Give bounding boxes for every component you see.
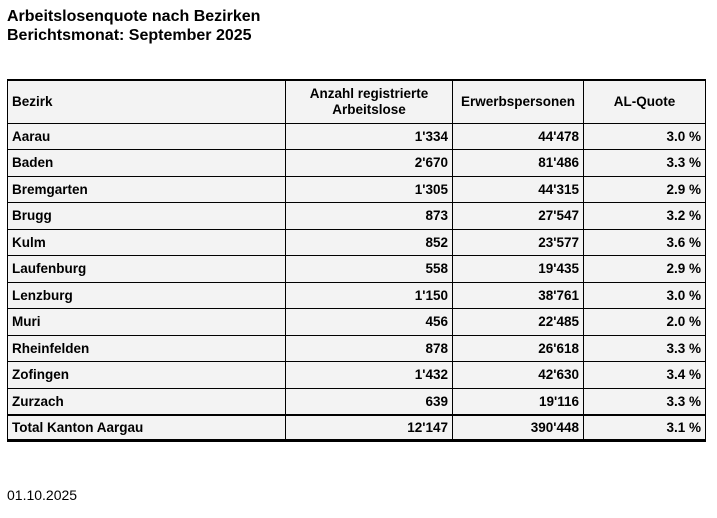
erwerbspersonen-cell: 27'547 — [452, 202, 584, 230]
erwerbspersonen-cell: 23'577 — [452, 228, 584, 256]
erwerbspersonen-cell: 19'116 — [452, 387, 584, 415]
quote-cell: 3.3 % — [583, 387, 706, 415]
arbeitslose-cell: 456 — [285, 308, 453, 336]
page-title-line1: Arbeitslosenquote nach Bezirken — [7, 8, 261, 25]
page-title: Arbeitslosenquote nach Bezirken Berichts… — [7, 7, 260, 45]
arbeitslose-cell: 639 — [285, 387, 453, 415]
erwerbspersonen-cell: 42'630 — [452, 361, 584, 389]
column-header-bezirk: Bezirk — [7, 79, 286, 124]
table-row: Brugg 873 27'547 3.2 % — [7, 202, 706, 230]
column-header-erwerbspersonen: Erwerbspersonen — [452, 79, 584, 124]
quote-cell: 3.3 % — [583, 334, 706, 362]
arbeitslose-cell: 1'305 — [285, 175, 453, 203]
erwerbspersonen-cell: 26'618 — [452, 334, 584, 362]
erwerbspersonen-cell: 38'761 — [452, 281, 584, 309]
bezirk-cell: Muri — [7, 308, 286, 336]
quote-cell: 3.2 % — [583, 202, 706, 230]
total-arbeitslose-cell: 12'147 — [285, 413, 453, 441]
column-header-al-quote: AL-Quote — [583, 79, 706, 124]
report-date: 01.10.2025 — [7, 487, 78, 503]
table-row: Baden 2'670 81'486 3.3 % — [7, 149, 706, 177]
total-label-cell: Total Kanton Aargau — [7, 413, 286, 441]
quote-cell: 3.3 % — [583, 149, 706, 177]
quote-cell: 3.0 % — [583, 281, 706, 309]
column-header-arbeitslose: Anzahl registrierte Arbeitslose — [285, 79, 453, 124]
arbeitslose-cell: 558 — [285, 255, 453, 283]
bezirk-cell: Aarau — [7, 122, 286, 150]
total-quote-cell: 3.1 % — [583, 413, 706, 441]
total-row: Total Kanton Aargau 12'147 390'448 3.1 % — [7, 413, 706, 441]
total-erwerbspersonen-cell: 390'448 — [452, 413, 584, 441]
erwerbspersonen-cell: 44'478 — [452, 122, 584, 150]
arbeitslose-cell: 878 — [285, 334, 453, 362]
bezirk-cell: Zurzach — [7, 387, 286, 415]
page-title-line2: Berichtsmonat: September 2025 — [7, 27, 252, 44]
arbeitslose-cell: 1'150 — [285, 281, 453, 309]
bezirk-cell: Kulm — [7, 228, 286, 256]
arbeitslose-cell: 873 — [285, 202, 453, 230]
bezirk-cell: Bremgarten — [7, 175, 286, 203]
table-row: Zurzach 639 19'116 3.3 % — [7, 387, 706, 415]
bezirk-cell: Rheinfelden — [7, 334, 286, 362]
quote-cell: 2.9 % — [583, 175, 706, 203]
bezirk-cell: Lenzburg — [7, 281, 286, 309]
bezirk-cell: Zofingen — [7, 361, 286, 389]
table-header-row: Bezirk Anzahl registrierte Arbeitslose E… — [7, 79, 706, 124]
table-row: Aarau 1'334 44'478 3.0 % — [7, 122, 706, 150]
quote-cell: 3.0 % — [583, 122, 706, 150]
bezirk-cell: Baden — [7, 149, 286, 177]
bezirk-cell: Brugg — [7, 202, 286, 230]
quote-cell: 3.6 % — [583, 228, 706, 256]
arbeitslose-cell: 2'670 — [285, 149, 453, 177]
table-row: Rheinfelden 878 26'618 3.3 % — [7, 334, 706, 362]
table-row: Bremgarten 1'305 44'315 2.9 % — [7, 175, 706, 203]
arbeitslose-cell: 1'432 — [285, 361, 453, 389]
quote-cell: 3.4 % — [583, 361, 706, 389]
erwerbspersonen-cell: 81'486 — [452, 149, 584, 177]
table-row: Muri 456 22'485 2.0 % — [7, 308, 706, 336]
quote-cell: 2.9 % — [583, 255, 706, 283]
bezirk-cell: Laufenburg — [7, 255, 286, 283]
erwerbspersonen-cell: 44'315 — [452, 175, 584, 203]
arbeitslose-cell: 852 — [285, 228, 453, 256]
erwerbspersonen-cell: 19'435 — [452, 255, 584, 283]
table-row: Kulm 852 23'577 3.6 % — [7, 228, 706, 256]
quote-cell: 2.0 % — [583, 308, 706, 336]
table-row: Lenzburg 1'150 38'761 3.0 % — [7, 281, 706, 309]
unemployment-table: Bezirk Anzahl registrierte Arbeitslose E… — [7, 79, 706, 442]
arbeitslose-cell: 1'334 — [285, 122, 453, 150]
table-row: Zofingen 1'432 42'630 3.4 % — [7, 361, 706, 389]
table-row: Laufenburg 558 19'435 2.9 % — [7, 255, 706, 283]
erwerbspersonen-cell: 22'485 — [452, 308, 584, 336]
table-body: Aarau 1'334 44'478 3.0 % Baden 2'670 81'… — [7, 122, 706, 415]
